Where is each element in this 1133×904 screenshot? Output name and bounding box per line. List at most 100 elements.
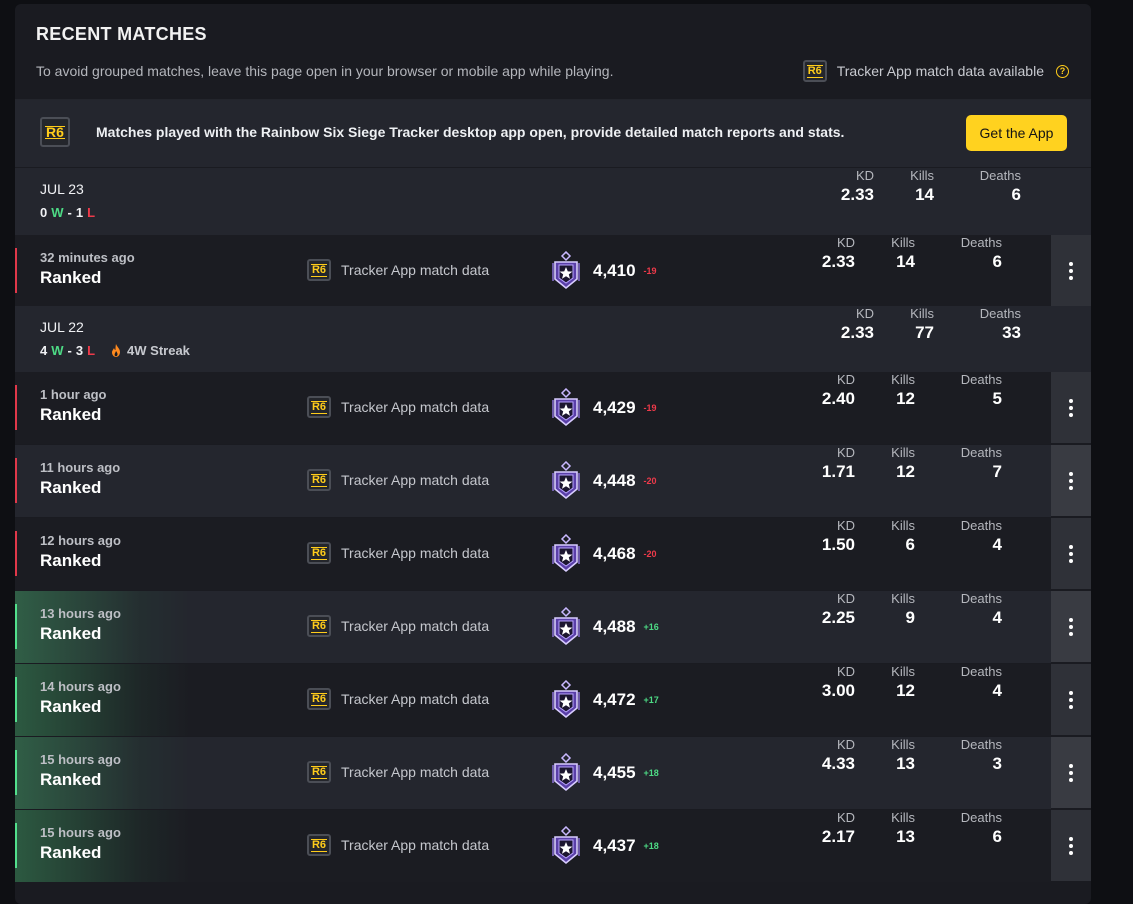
- match-kd-value: 2.40: [821, 389, 855, 408]
- match-kills-label: Kills: [891, 664, 915, 679]
- match-menu-button[interactable]: [1051, 372, 1091, 443]
- tracker-tag-label: Tracker App match data: [341, 472, 490, 488]
- match-time: 15 hours ago: [40, 752, 121, 767]
- match-deaths-label: Deaths: [960, 235, 1002, 250]
- match-deaths-value: 6: [992, 827, 1002, 846]
- day-kd-value: 2.33: [840, 323, 874, 342]
- losses-count: 1: [75, 205, 84, 220]
- r6-logo-icon: R6: [307, 761, 331, 783]
- rank-points: 4,468 -20: [551, 534, 657, 574]
- tracker-app-tag: R6 Tracker App match data: [307, 834, 489, 856]
- match-menu-button[interactable]: [1051, 810, 1091, 881]
- match-menu-button[interactable]: [1051, 518, 1091, 589]
- match-kd-label: KD: [836, 737, 855, 752]
- match-row[interactable]: 32 minutes ago Ranked R6 Tracker App mat…: [15, 235, 1091, 307]
- match-deaths-label: Deaths: [960, 372, 1002, 387]
- match-kills-value: 12: [896, 462, 915, 481]
- match-kd-value: 1.50: [821, 535, 855, 554]
- match-deaths-value: 5: [992, 389, 1002, 408]
- match-kills-value: 12: [896, 681, 915, 700]
- rp-delta: -20: [643, 549, 657, 559]
- day-kills: Kills 14: [910, 168, 934, 205]
- promo-text: Matches played with the Rainbow Six Sieg…: [96, 124, 845, 140]
- match-kills: Kills 6: [891, 518, 915, 555]
- match-kd-label: KD: [836, 235, 855, 250]
- match-menu-button[interactable]: [1051, 591, 1091, 662]
- match-kd: KD 4.33: [822, 737, 855, 774]
- more-vertical-icon: [1069, 836, 1073, 855]
- match-mode: Ranked: [40, 697, 102, 716]
- match-row[interactable]: 11 hours ago Ranked R6 Tracker App match…: [15, 445, 1091, 517]
- match-kills-label: Kills: [891, 591, 915, 606]
- get-the-app-button[interactable]: Get the App: [966, 115, 1067, 151]
- match-mode: Ranked: [40, 843, 102, 862]
- match-kd-value: 2.25: [821, 608, 855, 627]
- rp-value: 4,410: [593, 261, 636, 280]
- match-row[interactable]: 12 hours ago Ranked R6 Tracker App match…: [15, 518, 1091, 590]
- losses-letter: L: [87, 205, 96, 220]
- rp-value: 4,455: [593, 763, 636, 782]
- match-deaths-value: 3: [992, 754, 1002, 773]
- match-row[interactable]: 1 hour ago Ranked R6 Tracker App match d…: [15, 372, 1091, 444]
- match-row[interactable]: 13 hours ago Ranked R6 Tracker App match…: [15, 591, 1091, 663]
- tracker-tag-label: Tracker App match data: [341, 691, 490, 707]
- tracker-tag-label: Tracker App match data: [341, 837, 490, 853]
- match-time: 32 minutes ago: [40, 250, 135, 265]
- match-menu-button[interactable]: [1051, 445, 1091, 516]
- page-title: RECENT MATCHES: [36, 24, 207, 44]
- match-kills-value: 14: [896, 252, 915, 271]
- match-mode: Ranked: [40, 405, 102, 424]
- match-kd-label: KD: [836, 810, 855, 825]
- tracker-app-tag: R6 Tracker App match data: [307, 259, 489, 281]
- champion-rank-icon: [552, 607, 580, 646]
- wins-count: 4: [40, 343, 48, 358]
- match-kd: KD 3.00: [822, 664, 855, 701]
- match-time: 11 hours ago: [40, 460, 121, 475]
- day-kills-label: Kills: [910, 306, 934, 321]
- day-kills-value: 77: [915, 323, 934, 342]
- match-kd: KD 2.33: [822, 235, 855, 272]
- match-kd-label: KD: [836, 591, 855, 606]
- day-record: 0 W - 1 L: [40, 205, 95, 220]
- tracker-legend: R6 Tracker App match data available ?: [802, 60, 1069, 82]
- r6-logo-icon: R6: [307, 542, 331, 564]
- match-kd-label: KD: [836, 445, 855, 460]
- match-mode: Ranked: [40, 551, 102, 570]
- help-icon[interactable]: ?: [1056, 64, 1069, 78]
- rp-value: 4,429: [593, 398, 636, 417]
- match-kd-value: 2.33: [821, 252, 855, 271]
- result-indicator: [15, 604, 17, 649]
- match-deaths-label: Deaths: [960, 664, 1002, 679]
- match-deaths-label: Deaths: [960, 810, 1002, 825]
- match-mode: Ranked: [40, 770, 102, 789]
- match-mode: Ranked: [40, 268, 102, 287]
- result-indicator: [15, 823, 17, 868]
- r6-logo-icon: R6: [307, 834, 331, 856]
- more-vertical-icon: [1069, 763, 1073, 782]
- match-kills: Kills 13: [891, 737, 915, 774]
- champion-rank-icon: [552, 388, 580, 427]
- match-kills: Kills 12: [891, 664, 915, 701]
- match-menu-button[interactable]: [1051, 737, 1091, 808]
- day-deaths: Deaths 33: [980, 306, 1021, 343]
- rp-value: 4,472: [593, 690, 636, 709]
- match-kills: Kills 12: [891, 372, 915, 409]
- rp-delta: +18: [643, 768, 659, 778]
- match-menu-button[interactable]: [1051, 664, 1091, 735]
- match-kills: Kills 9: [891, 591, 915, 628]
- panel-subtitle: To avoid grouped matches, leave this pag…: [36, 63, 614, 79]
- match-row[interactable]: 15 hours ago Ranked R6 Tracker App match…: [15, 737, 1091, 809]
- rp-delta: -20: [643, 476, 657, 486]
- tracker-tag-label: Tracker App match data: [341, 618, 490, 634]
- result-indicator: [15, 385, 17, 430]
- match-row[interactable]: 15 hours ago Ranked R6 Tracker App match…: [15, 810, 1091, 882]
- rank-points: 4,429 -19: [551, 388, 657, 428]
- match-menu-button[interactable]: [1051, 235, 1091, 306]
- recent-matches-panel: RECENT MATCHES To avoid grouped matches,…: [15, 4, 1091, 904]
- match-row[interactable]: 14 hours ago Ranked R6 Tracker App match…: [15, 664, 1091, 736]
- match-kd: KD 1.71: [822, 445, 855, 482]
- day-deaths-label: Deaths: [979, 306, 1021, 321]
- tracker-app-tag: R6 Tracker App match data: [307, 542, 489, 564]
- match-deaths: Deaths 7: [961, 445, 1002, 482]
- match-kd-value: 4.33: [821, 754, 855, 773]
